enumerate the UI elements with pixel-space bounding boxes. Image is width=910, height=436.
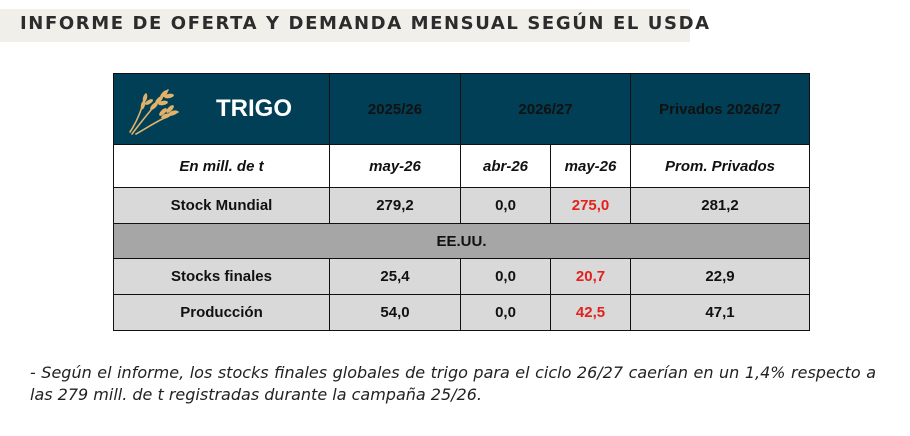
cell-value-highlight: 42,5 <box>549 294 632 331</box>
column-header-privados: Privados 2026/27 <box>630 73 811 145</box>
row-label: Stock Mundial <box>113 187 330 224</box>
subheader-row: En mill. de t may-26 abr-26 may-26 Prom.… <box>113 144 811 188</box>
units-label: En mill. de t <box>113 144 330 188</box>
footnote: - Según el informe, los stocks finales g… <box>30 363 876 404</box>
subheader-c3: may-26 <box>549 144 632 188</box>
crop-label: TRIGO <box>216 95 292 122</box>
cell-value: 0,0 <box>460 187 551 224</box>
subheader-c4: Prom. Privados <box>630 144 811 188</box>
table-header-row: TRIGO 2025/26 2026/27 Privados 2026/27 <box>113 73 811 145</box>
column-header-2026-27: 2026/27 <box>459 73 632 145</box>
subheader-c2: abr-26 <box>460 144 551 188</box>
cell-value-highlight: 20,7 <box>549 258 632 295</box>
cell-value: 281,2 <box>630 187 811 224</box>
cell-value: 47,1 <box>630 294 811 331</box>
wheat-supply-table: TRIGO 2025/26 2026/27 Privados 2026/27 E… <box>112 73 811 331</box>
cell-value: 54,0 <box>329 294 461 331</box>
table-row: Stock Mundial 279,2 0,0 275,0 281,2 <box>113 187 811 224</box>
cell-value: 0,0 <box>460 258 551 295</box>
column-header-2025-26: 2025/26 <box>329 73 461 145</box>
cell-value: 279,2 <box>329 187 461 224</box>
row-label: Stocks finales <box>113 258 330 295</box>
cell-value: 0,0 <box>460 294 551 331</box>
page-title: INFORME DE OFERTA Y DEMANDA MENSUAL SEGÚ… <box>20 13 711 34</box>
cell-value-highlight: 275,0 <box>549 187 632 224</box>
cell-value: 22,9 <box>630 258 811 295</box>
header-band <box>0 9 690 42</box>
wheat-icon <box>129 89 179 135</box>
row-label: Producción <box>113 294 330 331</box>
section-label: EE.UU. <box>112 223 811 259</box>
subheader-c1: may-26 <box>329 144 461 188</box>
table-row: Producción 54,0 0,0 42,5 47,1 <box>113 294 811 331</box>
section-row: EE.UU. <box>112 223 811 259</box>
cell-value: 25,4 <box>329 258 461 295</box>
table-row: Stocks finales 25,4 0,0 20,7 22,9 <box>113 258 811 295</box>
crop-cell: TRIGO <box>113 73 330 145</box>
